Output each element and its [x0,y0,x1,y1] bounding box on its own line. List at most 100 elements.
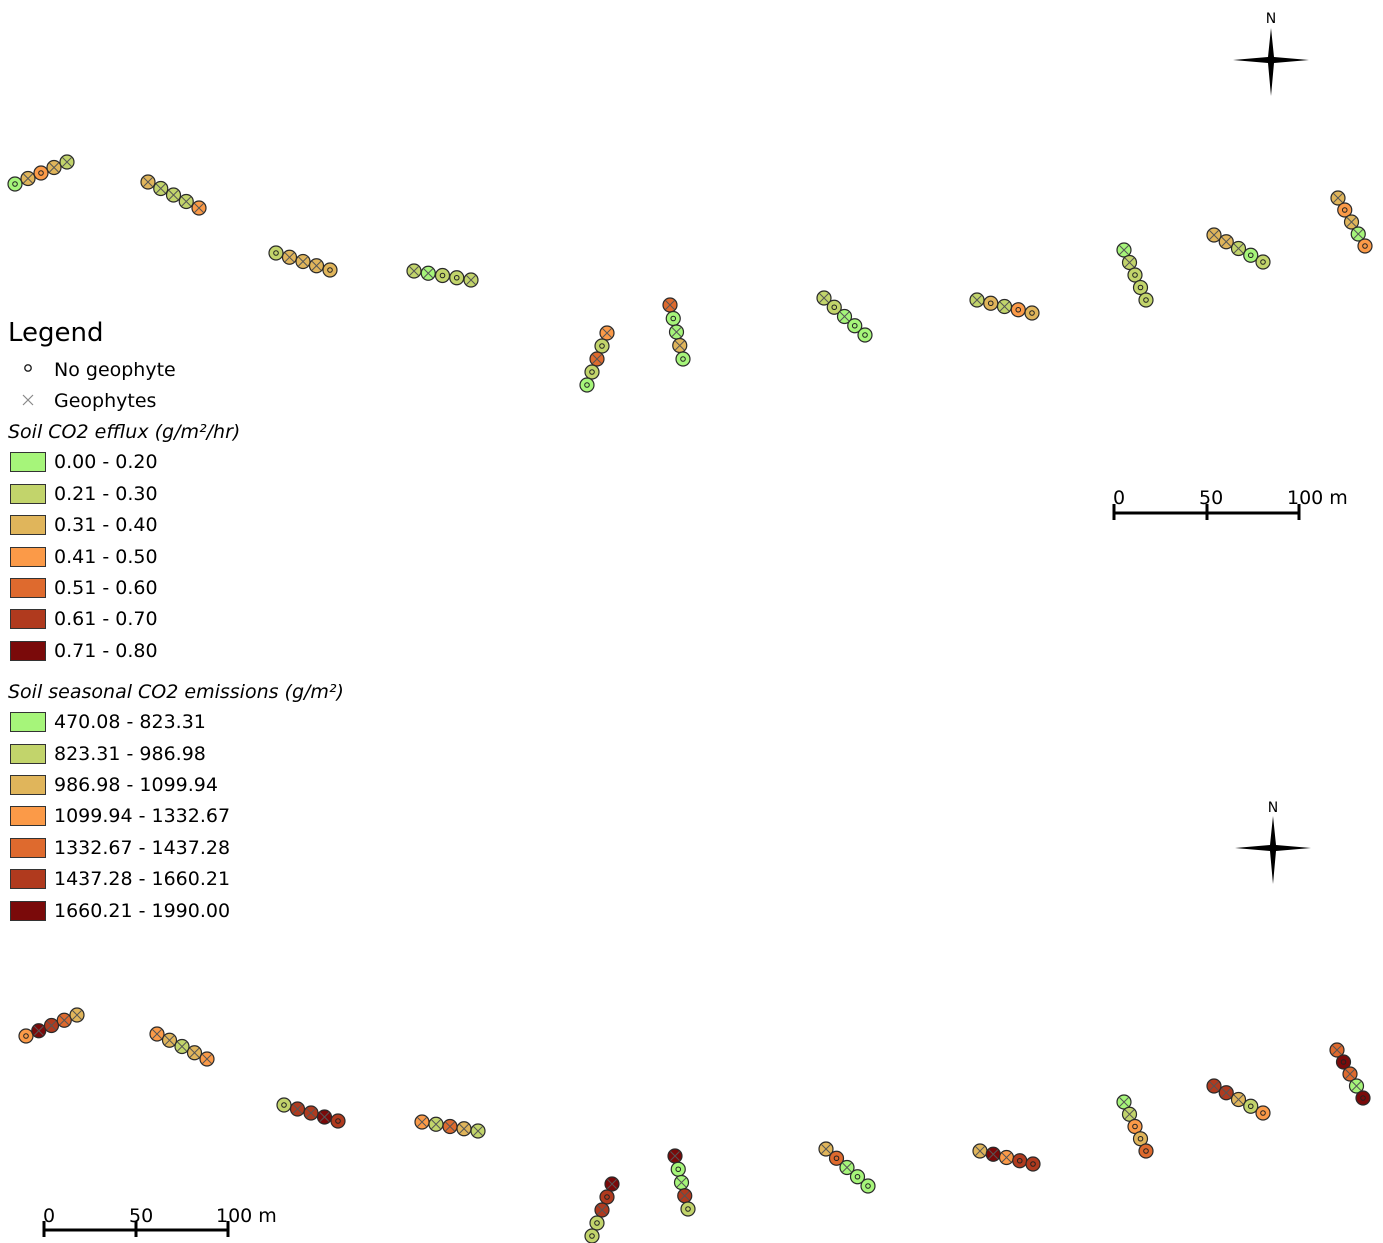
sample-point [178,193,194,210]
sample-point [1329,1042,1345,1058]
sample-point [281,249,298,265]
efflux-legend-title: Soil CO2 efflux (g/m²/hr) [8,420,241,443]
sample-point [303,1105,319,1121]
legend-class-label: 986.98 - 1099.94 [54,773,218,796]
north-arrow-icon [1235,816,1311,884]
sample-point [1343,214,1360,230]
sample-point [33,165,49,181]
sample-point [1121,1106,1138,1122]
sample-point [673,1174,690,1191]
sample-point [1255,1105,1271,1121]
sample-point [456,1121,472,1137]
legend-class-row: 470.08 - 823.31 [8,707,368,738]
color-swatch [10,452,46,473]
legend-class-row: 1437.28 - 1660.21 [8,863,368,894]
efflux-sample-points [7,154,1373,393]
color-swatch [10,712,46,733]
sample-point [1330,190,1346,206]
sample-point [1127,1118,1143,1135]
sample-point [1255,254,1271,270]
scale-bar-bottom: 0 50 100 m [42,1205,277,1237]
seasonal-legend-classes: 470.08 - 823.31 823.31 - 986.98 986.98 - 1… [8,707,368,927]
sample-point [470,1123,486,1139]
north-arrow-bottom: N [1235,800,1311,884]
sample-point [43,1017,60,1034]
legend-class-label: 0.31 - 0.40 [54,514,158,537]
scale-label: 0 [1113,487,1125,509]
sample-point [1138,292,1154,308]
sample-point [1348,1078,1365,1094]
sample-point [818,1141,834,1157]
sample-point [604,1176,620,1192]
sample-point [414,1114,430,1130]
color-swatch [10,640,46,661]
sample-point [1206,1078,1222,1094]
sample-point [1335,1054,1352,1070]
sample-point [584,364,600,380]
sample-point [998,1149,1015,1166]
sample-point [161,1032,178,1048]
sample-point [406,263,422,279]
legend: Legend No geophyte Geophytes Soil CO2 ef… [8,318,368,926]
sample-point [428,1116,444,1132]
sample-point [860,1178,876,1194]
scale-label: 100 m [216,1205,277,1227]
scale-label: 50 [129,1205,153,1227]
legend-title: Legend [8,318,104,348]
sample-point [983,295,999,311]
sample-point [165,187,182,203]
sample-point [1357,238,1373,254]
sample-point [985,1146,1001,1162]
sample-point [836,308,853,325]
legend-class-row: 0.41 - 0.50 [8,541,368,572]
legend-class-label: 0.00 - 0.20 [54,451,158,474]
sample-point [434,267,451,284]
legend-class-row: 1660.21 - 1990.00 [8,895,368,926]
scale-label: 100 m [1287,487,1348,509]
sample-point [828,1150,845,1166]
legend-class-label: 0.21 - 0.30 [54,482,158,505]
sample-point [1012,1153,1028,1169]
sample-point [18,1028,34,1044]
legend-class-label: 1437.28 - 1660.21 [54,868,231,891]
scale-bar-top: 0 50 100 m [1112,487,1348,520]
legend-class-label: 0.61 - 0.70 [54,608,158,631]
sample-point [1342,1066,1358,1082]
legend-class-label: 0.71 - 0.80 [54,639,158,662]
legend-class-label: 1099.94 - 1332.67 [54,805,231,828]
color-swatch [10,869,46,890]
sample-point [149,1026,165,1042]
sample-point [675,351,691,367]
legend-class-label: 0.51 - 0.60 [54,577,158,600]
sample-point [826,299,842,315]
sample-point [69,1007,85,1023]
sample-point [857,327,873,343]
sample-point [316,1109,333,1125]
legend-class-row: 0.51 - 0.60 [8,572,368,603]
color-swatch [10,900,46,921]
sample-point [1116,242,1132,258]
sample-point [330,1113,346,1129]
sample-point [594,1202,610,1218]
legend-class-row: 0.31 - 0.40 [8,510,368,541]
sample-point [680,1201,696,1217]
sample-point [308,258,325,274]
cross-icon [10,392,46,411]
north-label: N [1268,800,1278,816]
sample-point [1230,240,1247,257]
sample-point [599,325,615,341]
legend-item-geophytes: Geophytes [8,385,368,416]
legend-class-row: 986.98 - 1099.94 [8,769,368,800]
sample-point [847,318,863,334]
scale-label: 0 [43,1205,55,1227]
sample-point [420,265,436,281]
sample-point [1243,247,1259,263]
legend-class-label: 0.41 - 0.50 [54,545,158,568]
color-swatch [10,515,46,536]
sample-point [1024,305,1040,321]
circle-dot-icon [10,360,46,379]
legend-class-row: 0.61 - 0.70 [8,604,368,635]
seasonal-legend-title: Soil seasonal CO2 emissions (g/m²) [8,680,344,703]
sample-point [996,298,1013,315]
